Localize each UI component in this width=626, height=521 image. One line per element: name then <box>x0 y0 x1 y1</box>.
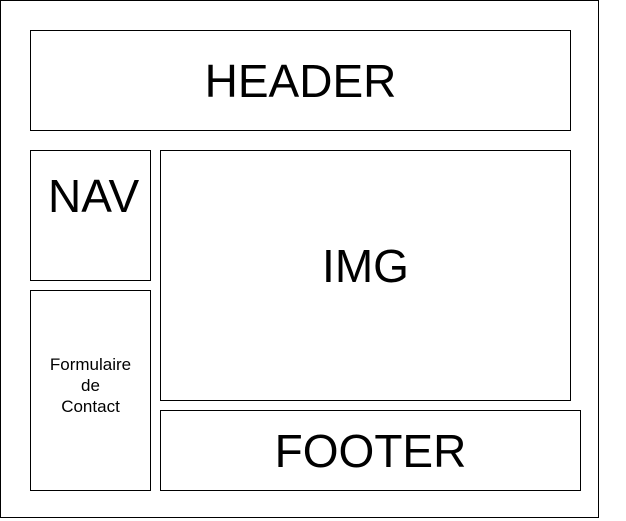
header-label: HEADER <box>204 55 397 107</box>
image-label: IMG <box>322 240 409 292</box>
contact-form-block: Formulaire de Contact <box>30 290 151 491</box>
contact-form-label-line: Contact <box>61 397 120 416</box>
image-block: IMG <box>160 150 571 401</box>
contact-form-label-line: Formulaire <box>49 355 132 374</box>
nav-label: NAV <box>48 170 140 222</box>
footer-block: FOOTER <box>160 410 581 491</box>
footer-label: FOOTER <box>274 425 467 477</box>
nav-block: NAV <box>30 150 151 281</box>
contact-form-label-line: de <box>81 376 100 395</box>
header-block: HEADER <box>30 30 571 131</box>
contact-form-label: Formulaire de Contact <box>31 354 150 417</box>
